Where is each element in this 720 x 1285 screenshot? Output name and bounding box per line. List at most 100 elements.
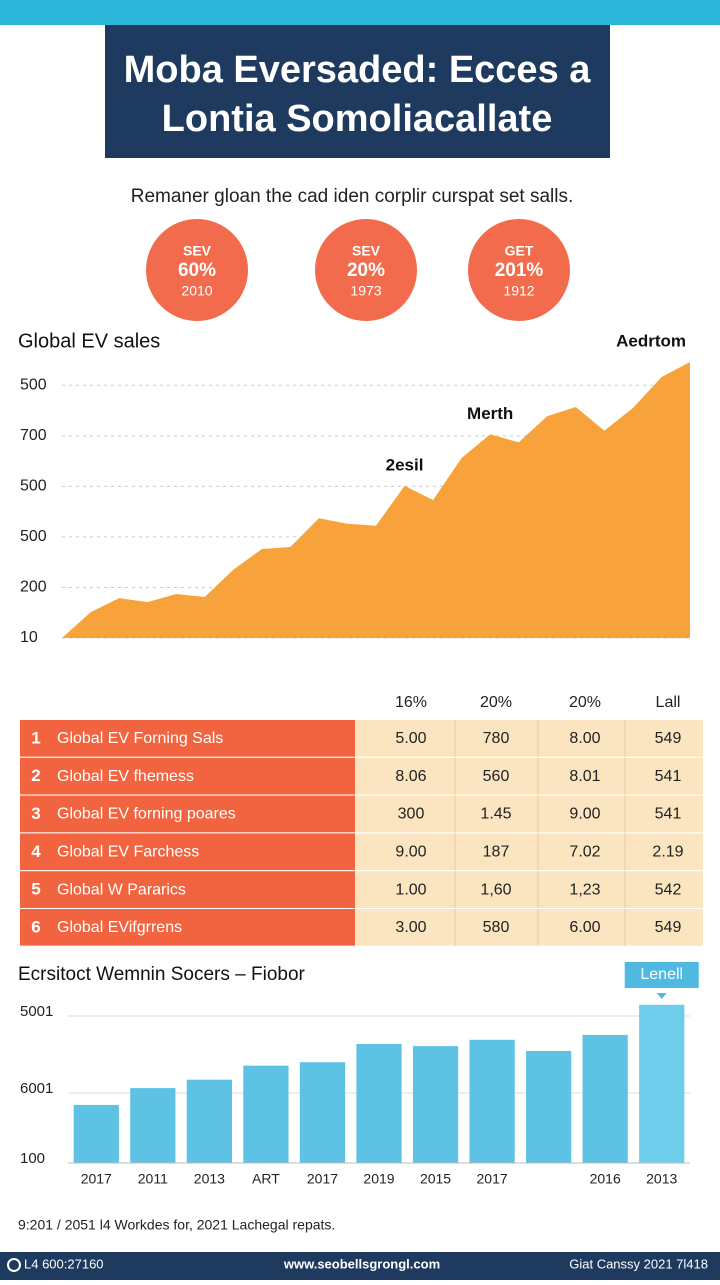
- footer-right: Giat Canssy 2021 7l418: [569, 1256, 708, 1271]
- table-cell: 549: [655, 730, 682, 747]
- table-cell: 541: [655, 768, 682, 785]
- table-cell: 1,23: [569, 881, 600, 898]
- stat-circle: [468, 219, 570, 321]
- y-tick-label: 200: [20, 579, 47, 596]
- area: [62, 362, 690, 638]
- stat-value: 60%: [178, 260, 216, 281]
- table-header: 20%: [480, 694, 512, 711]
- table-cell: 9.00: [569, 806, 600, 823]
- table-cell: 780: [483, 730, 510, 747]
- subtitle: Remaner gloan the cad iden corplir cursp…: [131, 186, 574, 207]
- stat-value: 201%: [495, 260, 544, 281]
- table-cell: 7.02: [569, 844, 600, 861]
- x-tick-label: 2017: [307, 1171, 338, 1187]
- footnote: 9:201 / 2051 l4 Workdes for, 2021 Lacheg…: [18, 1217, 335, 1233]
- table-header: 16%: [395, 694, 427, 711]
- row-data-cell: [355, 909, 703, 946]
- row-label-cell: [20, 833, 355, 871]
- title-box: [105, 25, 610, 158]
- bar: [356, 1044, 402, 1163]
- bar: [639, 1004, 685, 1163]
- stat-circle: [146, 219, 248, 321]
- title-line: Moba Eversaded: Ecces a: [124, 49, 592, 91]
- footer-left: L4 600:27160: [24, 1256, 104, 1271]
- bar: [186, 1079, 232, 1163]
- table-cell: 187: [483, 844, 510, 861]
- x-tick-label: 2015: [420, 1171, 451, 1187]
- table-cell: 5.00: [395, 730, 426, 747]
- table-cell: 3.00: [395, 919, 426, 936]
- chart-title: Global EV sales: [18, 330, 160, 352]
- row-number: 5: [31, 880, 40, 899]
- callout-box: [624, 962, 699, 988]
- row-label-cell: [20, 909, 355, 946]
- x-tick-label: 2016: [590, 1171, 621, 1187]
- table-cell: 8.00: [569, 730, 600, 747]
- callout-pointer: [656, 993, 667, 999]
- row-data-cell: [355, 757, 703, 795]
- table-cell: 9.00: [395, 844, 426, 861]
- bar: [526, 1051, 572, 1163]
- x-tick-label: 2013: [646, 1171, 677, 1187]
- row-name: Global EV Forning Sals: [57, 730, 223, 747]
- x-tick-label: 2013: [194, 1171, 225, 1187]
- row-data-cell: [355, 795, 703, 833]
- top-strip: [0, 0, 720, 25]
- stat-label: SEV: [352, 243, 381, 259]
- row-name: Global W Pararics: [57, 881, 186, 898]
- bar: [130, 1088, 176, 1163]
- bar: [582, 1034, 628, 1163]
- row-number: 4: [31, 842, 41, 861]
- y-tick-label: 500: [20, 528, 47, 545]
- table-cell: 8.06: [395, 768, 426, 785]
- annotation: Merth: [467, 404, 513, 423]
- table-header: 20%: [569, 694, 601, 711]
- table-cell: 560: [483, 768, 510, 785]
- row-name: Global EV Farchess: [57, 844, 199, 861]
- table-cell: 542: [655, 881, 682, 898]
- table-cell: 580: [483, 919, 510, 936]
- x-tick-label: 2019: [363, 1171, 394, 1187]
- stat-label: GET: [505, 243, 534, 259]
- table-cell: 6.00: [569, 919, 600, 936]
- bar: [243, 1065, 289, 1163]
- row-data-cell: [355, 720, 703, 757]
- footer-bar: [0, 1252, 720, 1280]
- y-tick-label: 500: [20, 478, 47, 495]
- x-tick-label: 2017: [81, 1171, 112, 1187]
- y-tick-label: 10: [20, 629, 38, 646]
- bar: [73, 1104, 119, 1163]
- y-tick-label: 5001: [20, 1003, 53, 1020]
- stat-year: 1973: [350, 283, 381, 299]
- y-tick-label: 700: [20, 427, 47, 444]
- row-label-cell: [20, 871, 355, 908]
- y-tick-label: 100: [20, 1150, 45, 1167]
- chart-title: Ecrsitoct Wemnin Socers – Fiobor: [18, 964, 306, 985]
- table-cell: 1.45: [480, 806, 511, 823]
- table-cell: 300: [398, 806, 425, 823]
- stat-year: 2010: [181, 283, 212, 299]
- footer-center: www.seobellsgrongl.com: [283, 1256, 440, 1271]
- x-tick-label: ART: [252, 1171, 280, 1187]
- row-name: Global EV forning poares: [57, 806, 236, 823]
- stat-circle: [315, 219, 417, 321]
- x-tick-label: 2011: [138, 1171, 168, 1187]
- stat-year: 1912: [503, 283, 534, 299]
- row-number: 2: [31, 766, 40, 785]
- row-label-cell: [20, 795, 355, 833]
- bar: [469, 1039, 515, 1163]
- annotation: Aedrtom: [616, 332, 686, 351]
- row-number: 3: [31, 804, 40, 823]
- row-number: 1: [31, 728, 40, 747]
- row-label-cell: [20, 720, 355, 757]
- stat-value: 20%: [347, 260, 385, 281]
- row-name: Global EVifgrrens: [57, 919, 182, 936]
- row-name: Global EV fhemess: [57, 768, 194, 785]
- callout-label: Lenell: [640, 966, 683, 983]
- y-tick-label: 6001: [20, 1080, 53, 1097]
- footer-icon: [7, 1258, 21, 1272]
- table-cell: 1,60: [480, 881, 511, 898]
- stat-label: SEV: [183, 243, 212, 259]
